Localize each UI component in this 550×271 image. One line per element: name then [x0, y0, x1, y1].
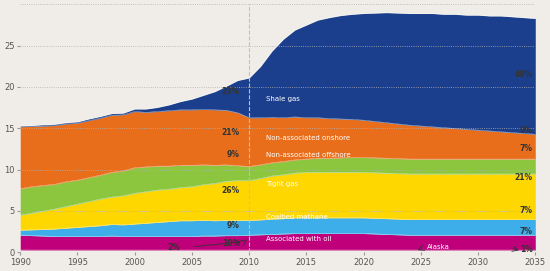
Text: Shale gas: Shale gas [266, 96, 300, 102]
Text: 9%: 9% [227, 150, 240, 159]
Text: 7%: 7% [520, 227, 533, 236]
Text: 9%: 9% [520, 126, 533, 135]
Text: Non-associated onshore: Non-associated onshore [266, 135, 350, 141]
Text: 26%: 26% [222, 186, 240, 195]
Text: 2%: 2% [168, 243, 180, 252]
Text: 10%: 10% [222, 239, 240, 248]
Text: Associated with oil: Associated with oil [266, 236, 332, 242]
Text: 21%: 21% [515, 173, 533, 182]
Text: Non-associated offshore: Non-associated offshore [266, 152, 351, 158]
Text: 1%: 1% [520, 245, 533, 254]
Text: Coalbed mathane: Coalbed mathane [266, 214, 328, 220]
Text: Tight gas: Tight gas [266, 182, 299, 188]
Text: 49%: 49% [515, 70, 533, 79]
Text: Alaska: Alaska [427, 244, 449, 250]
Text: 7%: 7% [520, 144, 533, 153]
Text: 9%: 9% [227, 221, 240, 230]
Text: 23%: 23% [222, 86, 240, 95]
Text: 7%: 7% [520, 207, 533, 215]
Text: 21%: 21% [222, 128, 240, 137]
